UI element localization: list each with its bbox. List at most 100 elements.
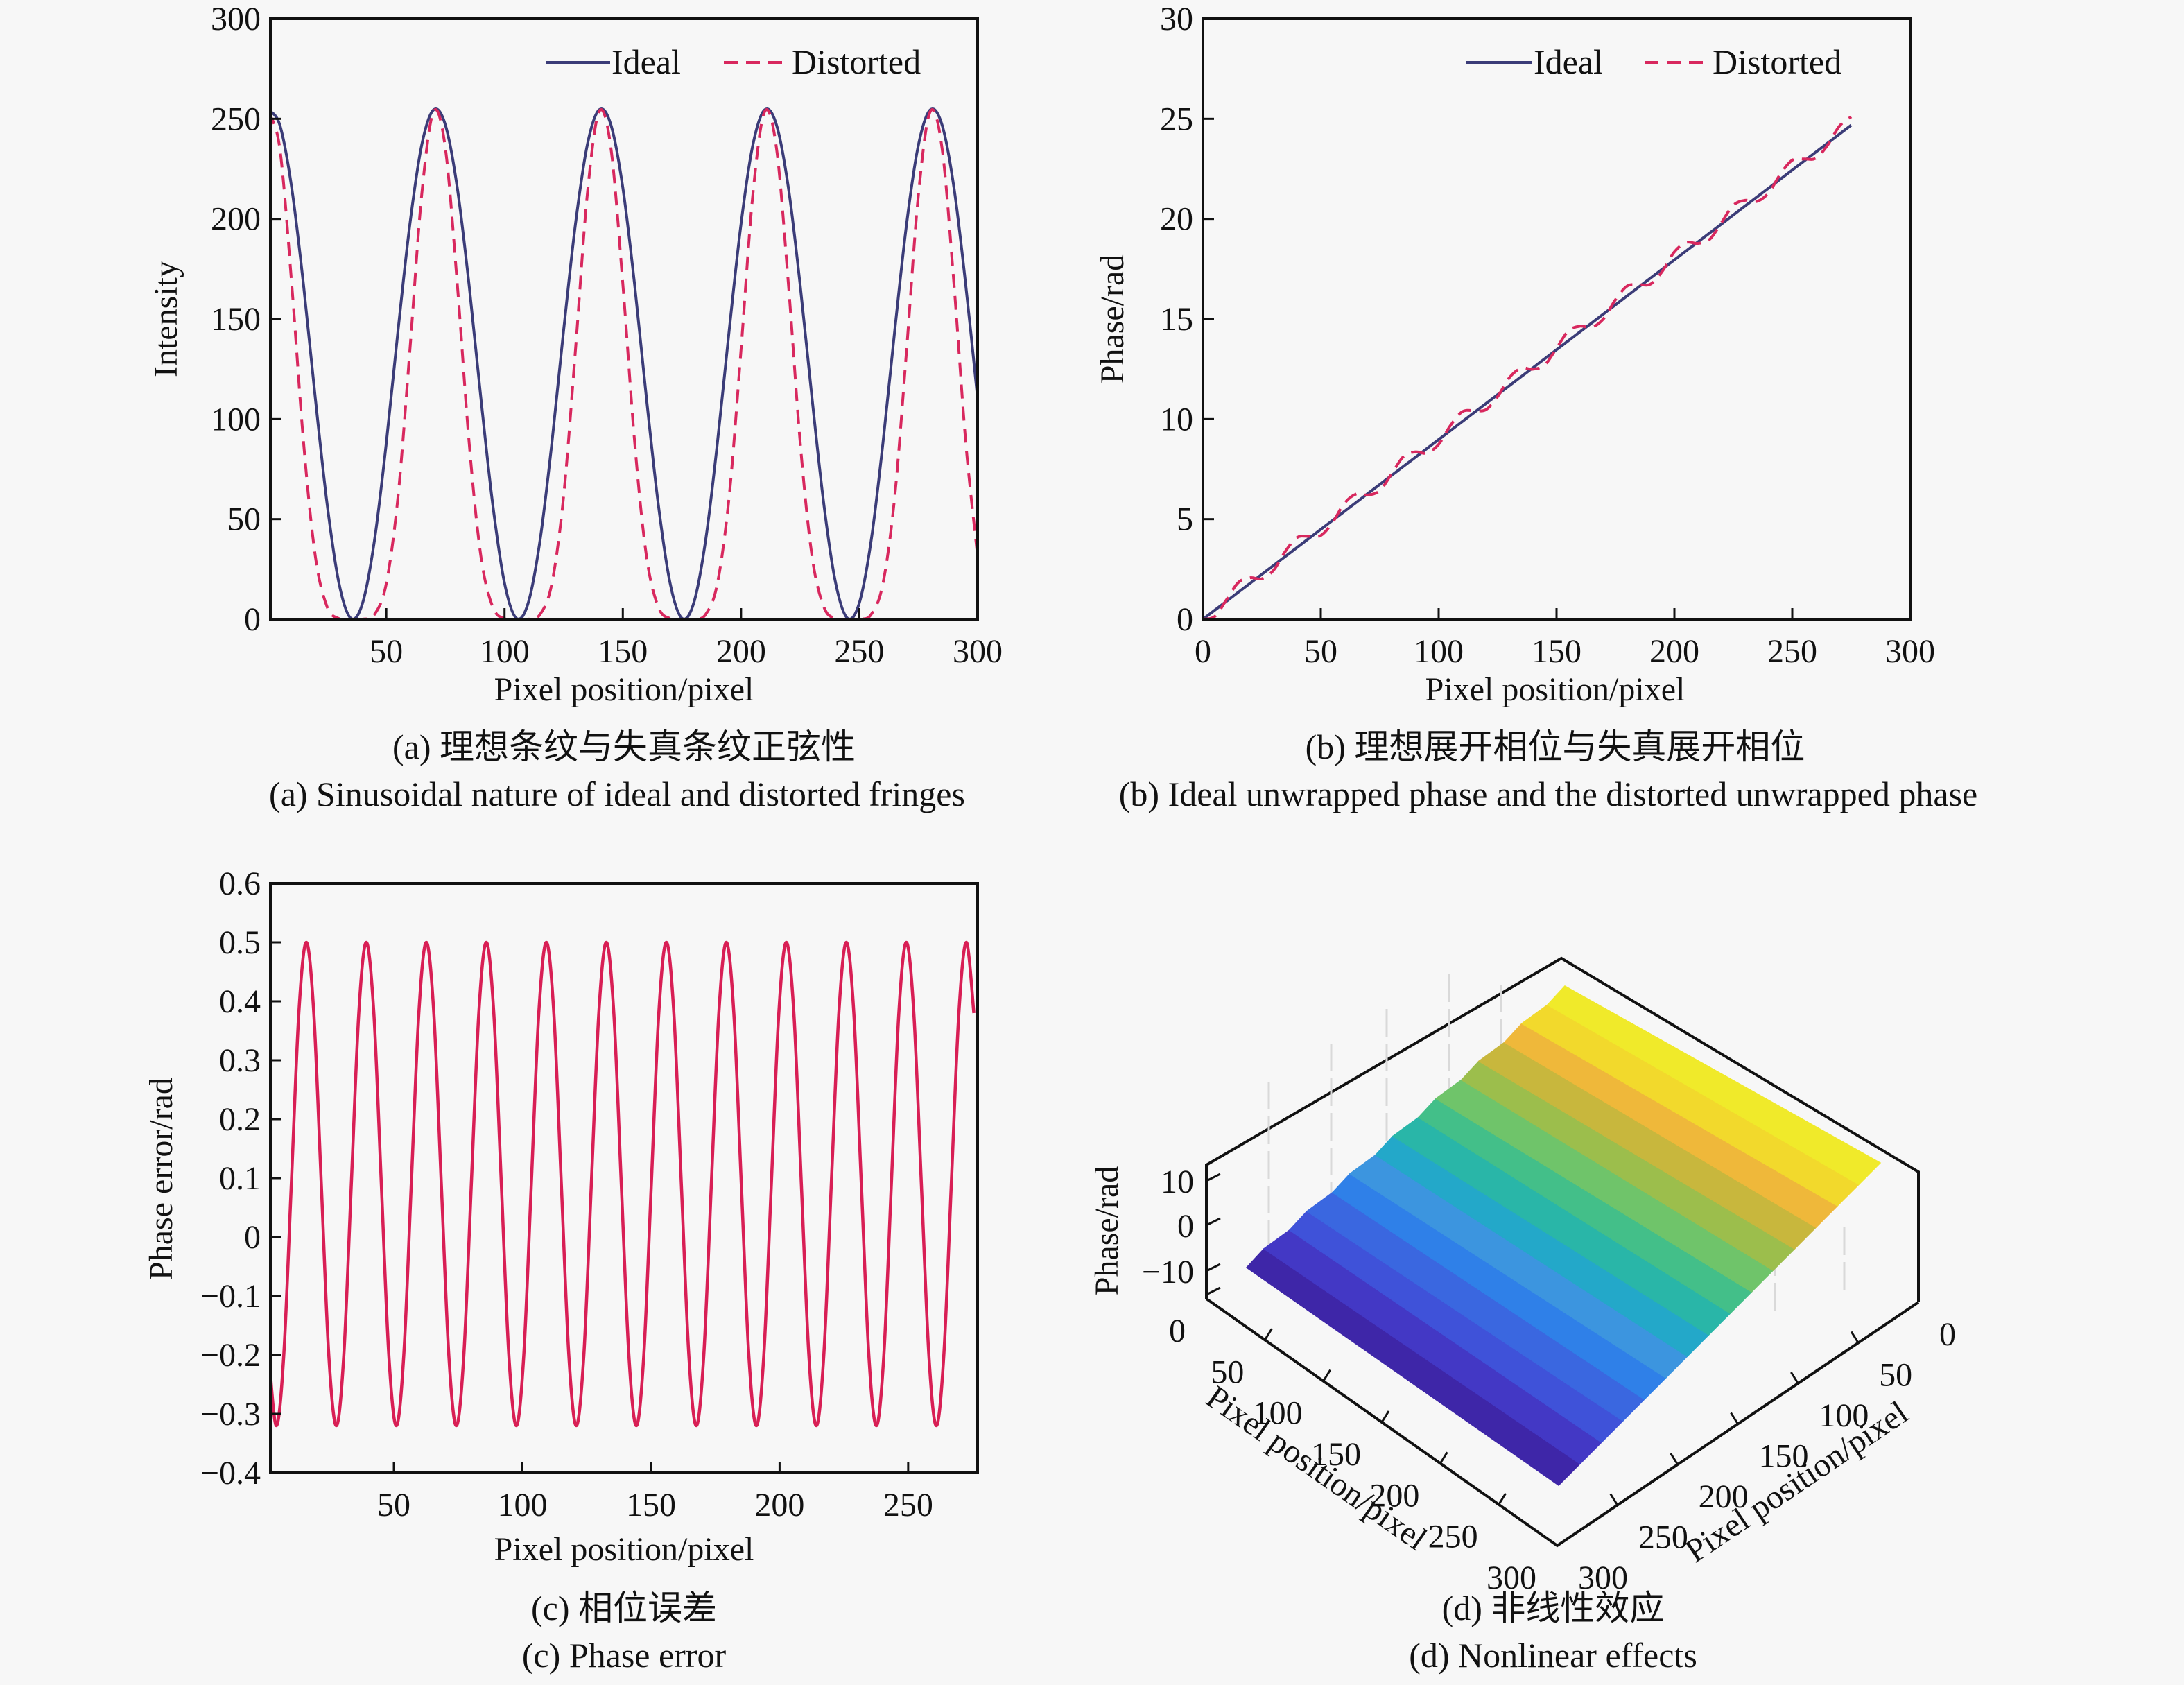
x-tick-label: 100 [497,1487,547,1523]
panel-a-intensity-chart: 0 50 100 150 200 250 300 50 100 150 200 250 300 Idea… [148,1,1003,813]
panel-b-plot-area [1203,115,1853,619]
x-tick-label: 250 [834,633,884,670]
panel-a-x-axis-label: Pixel position/pixel [494,671,754,708]
x-tick-mark [1439,1451,1448,1464]
y-tick-label: 0 [244,601,261,638]
panel-b-y-axis-label: Phase/rad [1094,254,1131,384]
x-tick-label: 100 [1253,1395,1303,1432]
legend-ideal-label: Ideal [1534,42,1603,81]
x-tick-mark [1264,1328,1273,1341]
panel-c-x-axis-label: Pixel position/pixel [494,1531,754,1568]
panel-a-legend: Ideal Distorted [546,42,921,81]
z-tick-mark [1206,1286,1221,1296]
x-tick-label: 100 [480,633,530,670]
x-tick-label: 50 [1304,633,1337,670]
panel-c-y-axis-label: Phase error/rad [143,1078,180,1280]
y-tick-label: 150 [211,301,261,338]
y-tick-label: 0.2 [219,1101,261,1138]
panel-b-x-axis-label: Pixel position/pixel [1425,671,1685,708]
x-tick-label: 0 [1195,633,1211,670]
panel-c-caption-cn: (c) 相位误差 [531,1589,717,1627]
y-tick-mark [1790,1372,1799,1384]
y-tick-label: −0.3 [200,1396,261,1433]
y-tick-label: 50 [1879,1357,1912,1394]
panel-a-y-axis-label: Intensity [148,261,184,377]
z-tick-label: −10 [1142,1254,1194,1290]
panel-d-caption-en: (d) Nonlinear effects [1409,1636,1697,1675]
y-tick-label: 0.3 [219,1042,261,1079]
panel-c-ticks: −0.4 −0.3 −0.2 −0.1 0 0.1 0.2 0.3 0.4 0.5 0.6 50 100… [200,865,933,1523]
y-tick-label: 0 [244,1219,261,1256]
y-tick-label: −0.2 [200,1337,261,1374]
panel-d-z-axis-label: Phase/rad [1089,1166,1125,1296]
x-tick-label: 300 [953,633,1003,670]
y-tick-label: 15 [1160,301,1193,338]
z-tick-label: 0 [1177,1208,1194,1245]
y-tick-label: 0.4 [219,983,261,1020]
y-tick-label: 30 [1160,1,1193,37]
panel-c-caption-en: (c) Phase error [522,1636,727,1675]
x-tick-label: 250 [883,1487,933,1523]
series-line-phase-error [270,940,976,1428]
x-tick-label: 250 [1767,633,1817,670]
x-tick-label: 100 [1414,633,1464,670]
x-tick-label: 50 [377,1487,410,1523]
x-tick-label: 200 [716,633,766,670]
y-tick-label: 5 [1177,501,1193,538]
panel-d-back-edges [1205,956,1920,1302]
y-tick-label: 0.1 [219,1160,261,1197]
x-tick-label: 300 [1885,633,1935,670]
x-tick-label: 150 [1532,633,1581,670]
x-tick-label: 50 [1211,1354,1244,1390]
x-tick-mark [1380,1410,1390,1423]
y-tick-label: −0.1 [200,1278,261,1315]
panel-a-caption-cn: (a) 理想条纹与失真条纹正弦性 [392,727,856,766]
legend-distorted-label: Distorted [792,42,921,81]
y-tick-mark [1850,1331,1860,1344]
y-tick-label: 250 [211,101,261,137]
series-line-distorted [1203,115,1853,619]
x-tick-mark [1322,1369,1331,1382]
y-tick-label: 200 [1699,1478,1749,1515]
y-tick-label: 25 [1160,101,1193,137]
x-tick-label: 150 [626,1487,676,1523]
panel-c-phase-error-chart: −0.4 −0.3 −0.2 −0.1 0 0.1 0.2 0.3 0.4 0.5 0.6 50 100… [143,865,979,1675]
y-tick-label: 150 [1759,1438,1809,1475]
z-tick-mark [1206,1263,1221,1272]
y-tick-mark [1609,1493,1619,1506]
z-tick-label: 10 [1161,1164,1194,1200]
y-tick-label: 10 [1160,401,1193,438]
x-tick-label: 50 [370,633,403,670]
y-tick-label: 50 [227,501,261,538]
y-tick-label: 200 [211,201,261,238]
y-tick-label: 20 [1160,201,1193,238]
panel-a-caption-en: (a) Sinusoidal nature of ideal and disto… [269,775,965,813]
y-tick-mark [1730,1412,1739,1425]
panel-c-plot-area [270,940,976,1428]
y-tick-label: 300 [211,1,261,37]
y-tick-label: 0.5 [219,924,261,961]
y-tick-label: 100 [211,401,261,438]
panel-b-caption-cn: (b) 理想展开相位与失真展开相位 [1306,727,1805,766]
series-line-distorted [270,108,978,619]
z-tick-mark [1206,1173,1221,1182]
legend-distorted-label: Distorted [1713,42,1841,81]
panel-d-caption-cn: (d) 非线性效应 [1442,1589,1665,1627]
panel-b-legend: Ideal Distorted [1466,42,1841,81]
legend-ideal-label: Ideal [612,42,681,81]
y-tick-mark [1670,1453,1679,1465]
y-tick-label: 300 [1578,1559,1628,1596]
z-tick-mark [1206,1217,1221,1227]
panel-d-ticks: −100100501001502002503000501001502002503… [1142,1164,1956,1596]
x-tick-label: 0 [1169,1313,1186,1349]
x-tick-label: 150 [1311,1436,1361,1473]
x-tick-label: 200 [1369,1477,1419,1514]
y-tick-label: 0 [1939,1316,1956,1353]
panel-d-surface [1245,985,1882,1486]
panel-b-caption-en: (b) Ideal unwrapped phase and the distor… [1119,775,1977,813]
x-tick-label: 200 [754,1487,804,1523]
y-tick-label: 0.6 [219,865,261,902]
